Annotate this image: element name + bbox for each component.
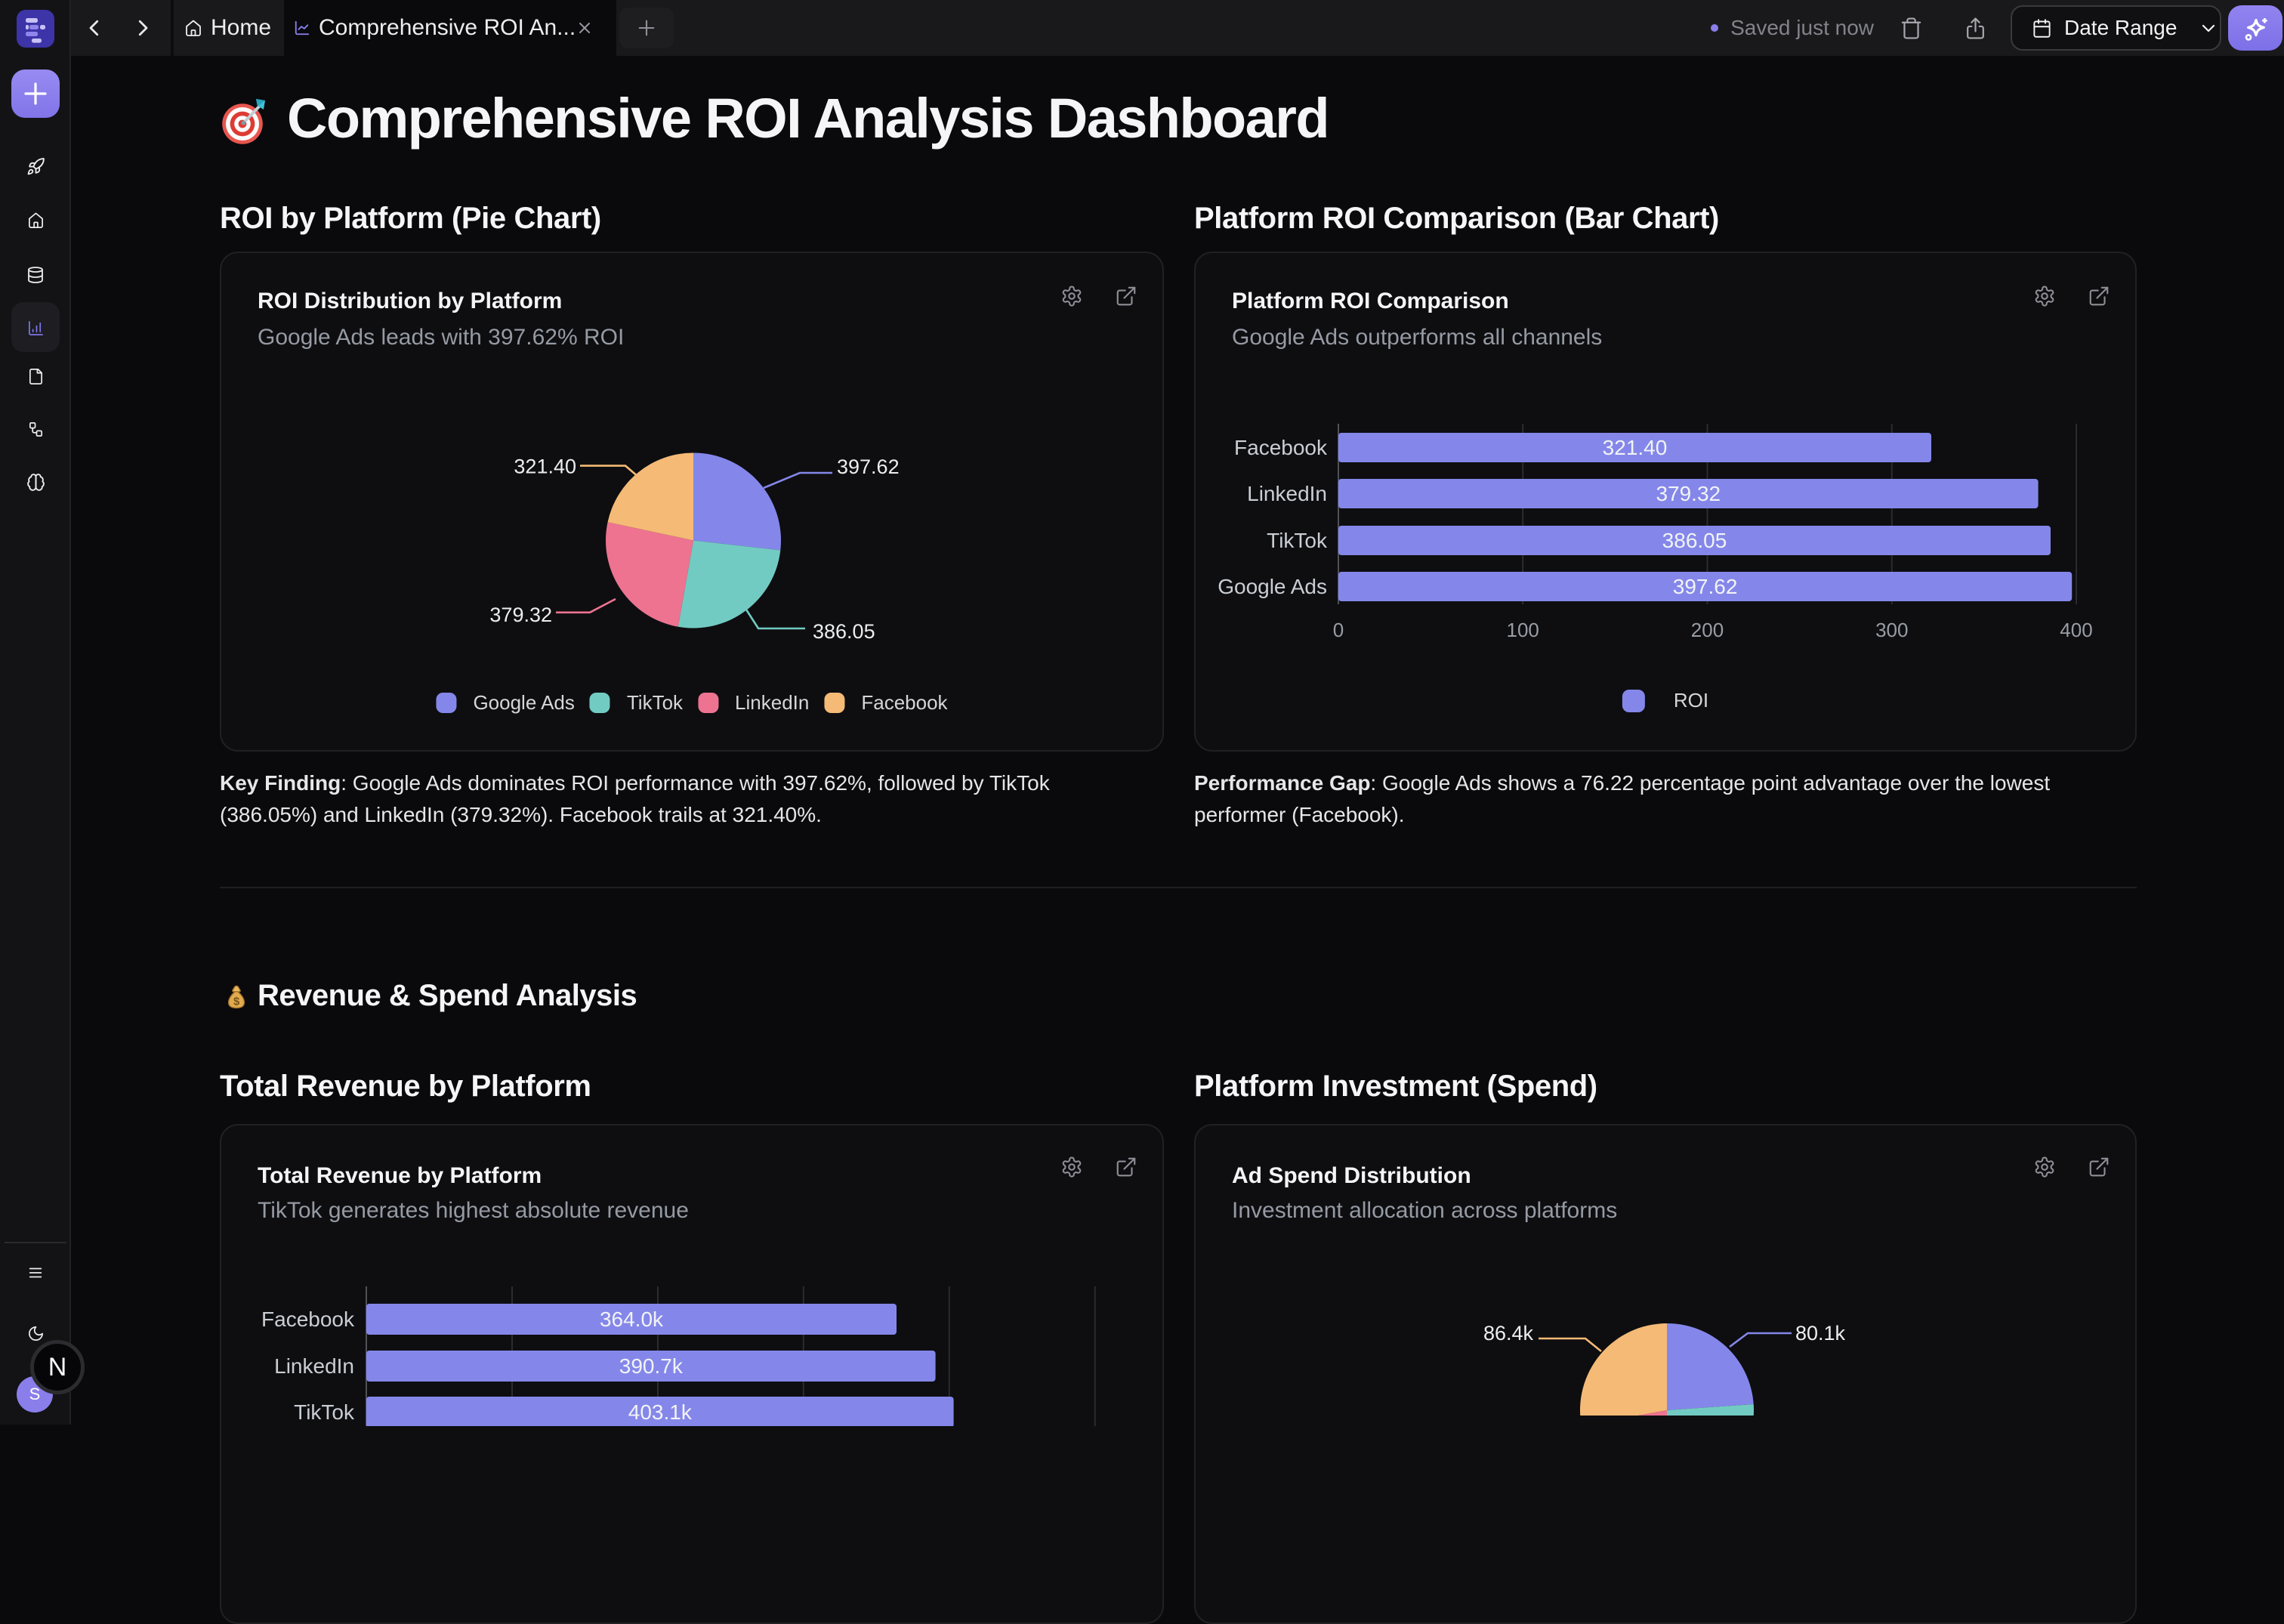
svg-text:379.32: 379.32 xyxy=(489,604,552,626)
svg-text:364.0k: 364.0k xyxy=(600,1308,664,1331)
svg-text:397.62: 397.62 xyxy=(837,455,900,478)
svg-text:LinkedIn: LinkedIn xyxy=(1247,482,1327,505)
svg-text:321.40: 321.40 xyxy=(1603,436,1668,459)
svg-text:TikTok: TikTok xyxy=(294,1400,355,1424)
svg-text:Facebook: Facebook xyxy=(261,1308,355,1331)
svg-text:403.1k: 403.1k xyxy=(628,1400,693,1424)
svg-text:0: 0 xyxy=(1333,619,1344,641)
svg-text:Facebook: Facebook xyxy=(1234,436,1328,459)
svg-text:300: 300 xyxy=(1875,619,1908,641)
svg-text:LinkedIn: LinkedIn xyxy=(274,1354,354,1378)
svg-text:80.1k: 80.1k xyxy=(1795,1322,1846,1345)
svg-text:200: 200 xyxy=(1691,619,1724,641)
svg-text:321.40: 321.40 xyxy=(514,455,576,478)
svg-text:400: 400 xyxy=(2060,619,2092,641)
svg-text:386.05: 386.05 xyxy=(1662,529,1727,552)
svg-text:390.7k: 390.7k xyxy=(619,1354,684,1378)
svg-text:379.32: 379.32 xyxy=(1656,482,1721,505)
svg-text:TikTok: TikTok xyxy=(1267,529,1328,552)
svg-text:86.4k: 86.4k xyxy=(1483,1322,1534,1345)
svg-text:397.62: 397.62 xyxy=(1673,575,1738,598)
svg-text:100: 100 xyxy=(1507,619,1539,641)
svg-text:Google Ads: Google Ads xyxy=(1218,575,1327,598)
svg-text:386.05: 386.05 xyxy=(813,620,875,643)
